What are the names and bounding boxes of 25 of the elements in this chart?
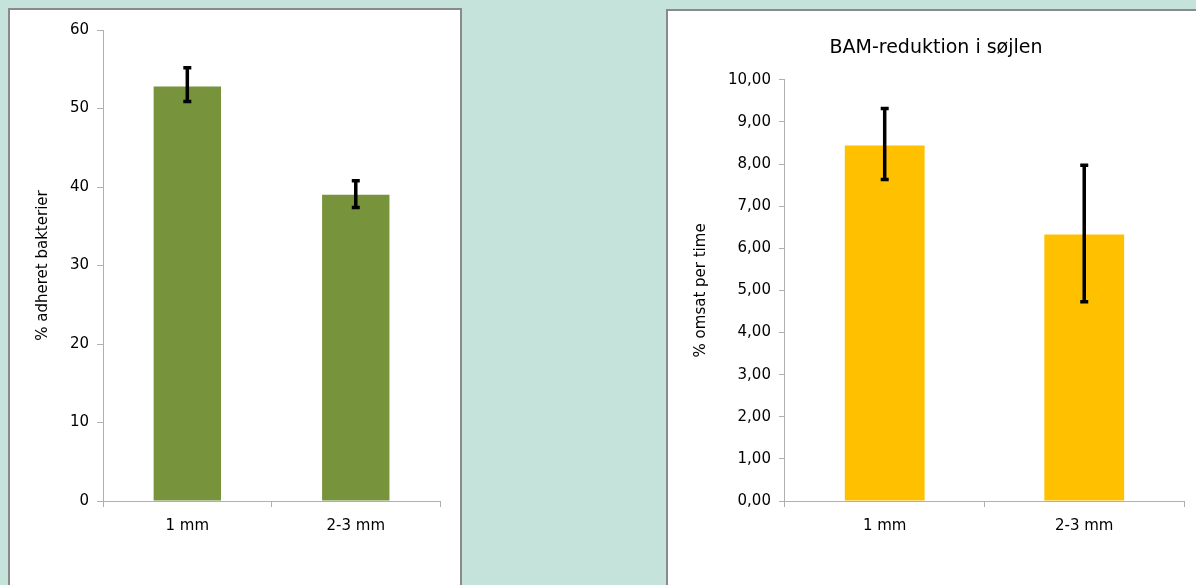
y-axis-title: % omsat per time <box>690 223 709 358</box>
y-tick-label: 6,00 <box>737 238 771 257</box>
x-tick-label: 1 mm <box>862 515 907 534</box>
x-tick-label: 2-3 mm <box>1054 515 1114 534</box>
y-axis-title: % adheret bakterier <box>32 189 51 341</box>
y-tick-label: 9,00 <box>737 111 771 130</box>
y-tick-label: 50 <box>69 98 90 117</box>
y-tick-label: 0,00 <box>737 490 771 509</box>
y-tick-label: 7,00 <box>737 196 771 215</box>
chart-title: BAM-reduktion i søjlen <box>829 35 1043 58</box>
y-tick-label: 1,00 <box>737 448 771 467</box>
x-tick-label: 1 mm <box>165 515 210 534</box>
y-tick-label: 40 <box>69 176 90 195</box>
y-tick-label: 4,00 <box>737 322 771 341</box>
x-tick-label: 2-3 mm <box>326 515 386 534</box>
y-tick-label: 30 <box>69 255 90 274</box>
y-tick-label: 10,00 <box>727 69 771 88</box>
y-tick-label: 10 <box>69 412 90 431</box>
y-tick-label: 60 <box>69 19 90 38</box>
y-tick-label: 0 <box>79 490 90 509</box>
y-tick-label: 20 <box>69 333 90 352</box>
y-tick-label: 8,00 <box>737 153 771 172</box>
y-tick-label: 3,00 <box>737 364 771 383</box>
y-tick-label: 2,00 <box>737 406 771 425</box>
y-tick-label: 5,00 <box>737 280 771 299</box>
